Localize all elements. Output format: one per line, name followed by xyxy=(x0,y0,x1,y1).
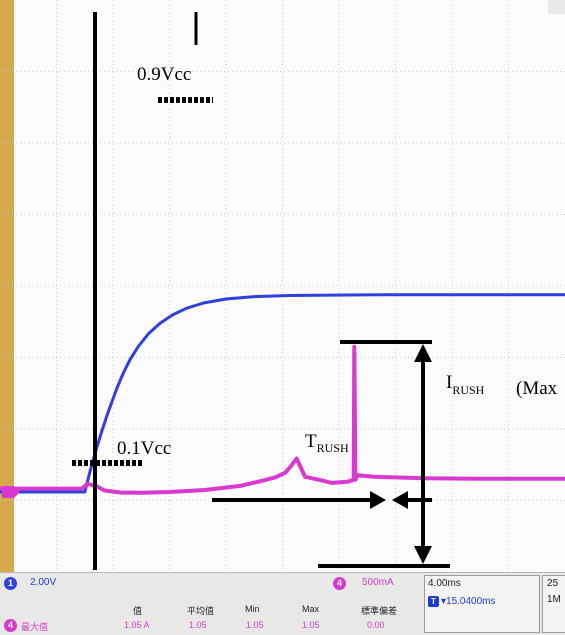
ch1-voltage-trace xyxy=(0,293,565,494)
acquisition-rate: 25 xyxy=(547,578,559,589)
ch1-scale: 2.00V xyxy=(30,577,57,588)
meas-header-max: Max xyxy=(302,604,320,614)
ch4-badge[interactable]: 4 xyxy=(333,577,346,590)
meas-header-stddev: 標準偏差 xyxy=(361,606,398,616)
irush-arrow-head-top xyxy=(414,344,432,362)
meas-header-value: 值 xyxy=(133,606,143,616)
meas-min: 1.05 xyxy=(246,620,264,630)
irush-arrow-head-bottom xyxy=(414,546,432,564)
irush-label: IRUSH xyxy=(446,372,485,397)
v10-label: 0.1Vcc xyxy=(117,438,171,459)
record-length: 1M xyxy=(547,594,561,605)
traces xyxy=(0,293,565,495)
left-screen-border xyxy=(0,0,14,572)
timebase-value: 4.00ms xyxy=(428,578,461,589)
acquisition-box[interactable]: 25 1M xyxy=(542,575,565,633)
measurement-name: 最大值 xyxy=(21,622,49,632)
ch4-scale: 500mA xyxy=(362,577,394,588)
trush-left-arrow-head xyxy=(370,491,386,509)
meas-value: 1.05 A xyxy=(124,620,150,630)
ch4-current-trace xyxy=(0,344,565,495)
trush-label: TRUSH xyxy=(305,431,349,455)
measurement-badge[interactable]: 4 xyxy=(4,619,17,632)
meas-header-min: Min xyxy=(245,604,260,614)
irush-note: (Max xyxy=(516,378,558,399)
timebase-box[interactable]: 4.00ms T ▾15.0400ms xyxy=(424,575,540,633)
status-bar: 1 2.00V 4 500mA 4 最大值 值 平均值 Min Max 標準偏差… xyxy=(0,572,565,635)
meas-stddev: 0.00 xyxy=(367,620,385,630)
ch4-level-marker xyxy=(2,486,20,498)
meas-mean: 1.05 xyxy=(189,620,207,630)
meas-header-mean: 平均值 xyxy=(187,606,215,616)
trush-right-arrow-head xyxy=(392,491,408,509)
v90-label: 0.9Vcc xyxy=(137,64,191,85)
top-right-glare xyxy=(548,0,565,14)
trigger-badge: T xyxy=(428,596,439,607)
meas-max: 1.05 xyxy=(302,620,320,630)
trigger-position: ▾15.0400ms xyxy=(441,596,496,607)
ch1-badge[interactable]: 1 xyxy=(4,577,17,590)
